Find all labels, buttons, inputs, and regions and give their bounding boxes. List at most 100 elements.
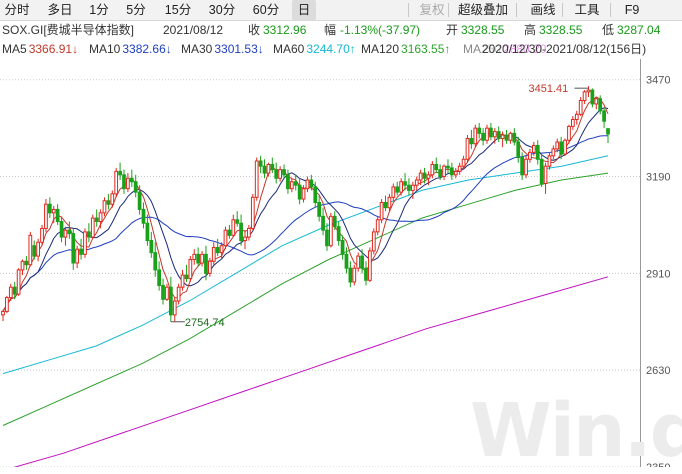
ma-trend-arrow: ↑ [349, 42, 356, 56]
candle-up [356, 255, 361, 269]
candle-up [289, 181, 294, 190]
candle-down [434, 163, 439, 171]
ma120-line [2, 172, 609, 426]
candle-up [75, 248, 80, 264]
restore-rights-button[interactable]: 复权 [419, 3, 445, 17]
ma-value: 3244.70 [306, 42, 350, 56]
candle-down [602, 110, 606, 122]
candle-down [106, 200, 111, 205]
candle-down [539, 158, 544, 184]
candle-up [375, 219, 380, 233]
super-overlay-button[interactable]: 超级叠加 [457, 3, 508, 17]
ma-trend-arrow: ↓ [165, 42, 172, 56]
close-value: 3312.96 [263, 23, 307, 37]
candle-down [59, 221, 64, 238]
tab-daily[interactable]: 日 [292, 0, 316, 20]
tab-duori[interactable]: 多日 [47, 3, 73, 17]
candle-up [461, 158, 466, 167]
period-toolbar: 分时 多日 1分 5分 15分 30分 60分日 复权 超级叠加 画线 工具 F9 [0, 0, 682, 21]
candle-down [438, 169, 443, 178]
candle-up [208, 260, 212, 274]
candle-down [489, 127, 493, 138]
candle-up [44, 203, 48, 229]
candle-up [500, 134, 505, 140]
candle-up [165, 286, 169, 300]
candle-up [8, 286, 13, 299]
candle-down [309, 179, 314, 188]
candle-up [172, 300, 177, 316]
low-annotation: 2754.74 [185, 317, 225, 329]
candle-down [94, 217, 99, 223]
candle-down [403, 181, 407, 186]
candle-down [87, 231, 91, 238]
candle-up [586, 89, 591, 93]
tab-5min[interactable]: 5分 [126, 3, 146, 17]
ma250-line [13, 276, 609, 467]
candle-down [122, 174, 126, 190]
candle-up [63, 229, 68, 238]
ma-legend: MA5 3366.91↓ MA10 3382.66↓ MA30 3301.53↓ MA60 3… [0, 40, 682, 59]
candle-up [40, 227, 44, 243]
candle-up [5, 297, 9, 312]
candle-up [473, 127, 478, 145]
candle-up [391, 186, 396, 198]
candle-down [446, 165, 450, 169]
ma-legend-ma5: MA5 3366.91↓ [2, 40, 78, 59]
candle-down [481, 132, 485, 141]
f9-button[interactable]: F9 [624, 3, 640, 17]
candle-up [250, 196, 255, 229]
candle-up [528, 151, 532, 160]
change-value: -1.13%(-37.97) [340, 23, 421, 37]
candle-up [508, 132, 513, 141]
candle-up [578, 99, 583, 115]
tab-1min[interactable]: 1分 [89, 3, 109, 17]
high-value: 3328.55 [539, 23, 583, 37]
y-tick-label: 2630 [646, 365, 670, 377]
candle-down [184, 274, 189, 280]
candle-down [145, 222, 150, 242]
candle-down [67, 229, 72, 235]
candle-up [36, 241, 40, 257]
candlestick-chart: 3470 3190 2910 2630 2350 3451.41 2754.74 [0, 59, 670, 467]
candle-down [559, 141, 564, 155]
ma-name: MA60 [273, 42, 305, 56]
ma-trend-arrow: ↑ [444, 42, 451, 56]
candle-up [574, 113, 579, 121]
candle-up [465, 138, 470, 160]
tools-button[interactable]: 工具 [574, 3, 600, 17]
candle-up [551, 148, 556, 157]
candle-down [32, 245, 37, 257]
candle-down [450, 167, 454, 176]
draw-line-button[interactable]: 画线 [530, 3, 556, 17]
candle-up [543, 165, 548, 184]
candle-down [133, 181, 138, 193]
ma-value: 3382.66 [122, 42, 166, 56]
candle-down [161, 284, 165, 300]
candle-down [516, 141, 521, 159]
candle-up [231, 219, 236, 236]
candle-up [114, 170, 119, 195]
candle-up [247, 227, 251, 238]
candle-up [571, 119, 575, 127]
tab-60min[interactable]: 60分 [252, 3, 280, 17]
tab-30min[interactable]: 30分 [208, 3, 236, 17]
candle-down [141, 208, 146, 224]
ma60-line [2, 155, 609, 375]
tab-fenshi[interactable]: 分时 [4, 3, 30, 17]
candle-down [204, 253, 208, 274]
candle-up [567, 125, 571, 141]
tab-15min[interactable]: 15分 [164, 3, 192, 17]
candle-up [28, 234, 33, 266]
candle-up [176, 286, 181, 302]
candle-up [368, 250, 372, 281]
candle-up [582, 91, 587, 101]
candle-down [47, 203, 52, 214]
watermark: Win.d [470, 388, 682, 474]
quote-header: SOX.GI[费城半导体指数] 2021/08/12 收 3312.96 幅 -… [0, 21, 682, 40]
candle-down [520, 157, 524, 176]
ma-value: 3163.55 [401, 42, 445, 56]
candle-down [293, 181, 298, 186]
close-label: 收 [248, 23, 261, 37]
candle-up [305, 179, 310, 190]
candle-up [211, 246, 216, 262]
